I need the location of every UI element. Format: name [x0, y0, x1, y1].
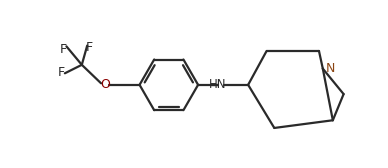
Text: F: F	[60, 43, 67, 56]
Text: F: F	[58, 66, 65, 79]
Text: O: O	[100, 78, 110, 91]
Text: HN: HN	[209, 78, 226, 91]
Text: N: N	[326, 62, 335, 75]
Text: F: F	[86, 41, 93, 54]
